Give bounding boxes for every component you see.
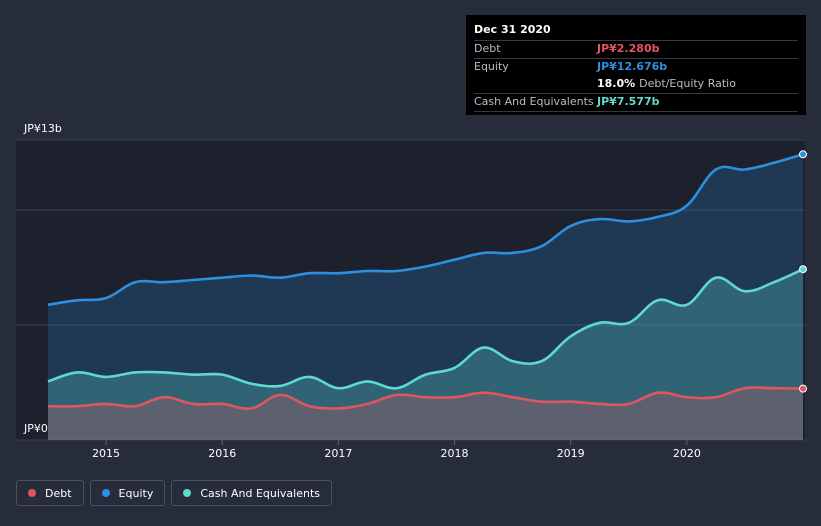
y-axis-max-label: JP¥13b (23, 122, 62, 135)
tooltip-ratio-spacer (474, 76, 597, 93)
x-tick-label-2015: 2015 (92, 447, 120, 460)
tooltip-debt-label: Debt (474, 42, 501, 55)
series-lines (47, 153, 804, 411)
x-axis-ticks: 2015 2016 2017 2018 2019 2020 (92, 440, 701, 460)
tooltip-row-debt: Debt JP¥2.280b (474, 40, 798, 58)
legend-dot-debt-icon (28, 489, 36, 497)
legend-label-equity: Equity (118, 486, 154, 500)
x-tick-label-2020: 2020 (673, 447, 701, 460)
x-tick-label-2017: 2017 (324, 447, 352, 460)
x-tick-label-2016: 2016 (208, 447, 236, 460)
line-cash-and-equivalents (47, 268, 804, 390)
tooltip-cash-label: Cash And Equivalents (474, 95, 594, 108)
marker-equity (799, 150, 807, 159)
legend-label-debt: Debt (45, 486, 72, 500)
legend-item-equity[interactable]: Equity (89, 480, 166, 506)
legend-item-debt[interactable]: Debt (16, 480, 84, 506)
tooltip-row-cash: Cash And Equivalents JP¥7.577b (474, 93, 798, 112)
tooltip-equity-label: Equity (474, 60, 509, 73)
line-equity (47, 153, 804, 307)
legend-dot-equity-icon (101, 489, 110, 497)
area-cash-and-equivalents (48, 269, 803, 440)
tooltip: Dec 31 2020 Debt JP¥2.280b Equity JP¥12.… (466, 15, 806, 115)
tooltip-ratio-value: 18.0% (597, 77, 636, 90)
line-debt (47, 386, 804, 411)
area-equity (48, 154, 803, 441)
y-axis-min-label: JP¥0 (23, 422, 48, 435)
tooltip-equity-value: JP¥12.676b (597, 60, 668, 73)
marker-cash-and-equivalents (799, 265, 807, 274)
tooltip-date: Dec 31 2020 (474, 23, 551, 36)
legend-dot-cash-icon (183, 489, 192, 497)
tooltip-ratio-label: Debt/Equity Ratio (639, 77, 736, 90)
plot-area (16, 140, 805, 440)
tooltip-debt-value: JP¥2.280b (597, 42, 660, 55)
tooltip-cash-value: JP¥7.577b (597, 95, 660, 108)
gridlines (16, 139, 805, 441)
series-end-markers (799, 150, 807, 393)
legend-item-cash[interactable]: Cash And Equivalents (171, 480, 332, 506)
tooltip-row-ratio: 18.0% Debt/Equity Ratio (474, 76, 798, 93)
x-tick-label-2018: 2018 (441, 447, 469, 460)
legend-label-cash: Cash And Equivalents (200, 486, 320, 500)
tooltip-row-equity: Equity JP¥12.676b (474, 58, 798, 76)
legend: Debt Equity Cash And Equivalents (16, 480, 332, 506)
series-areas (48, 154, 803, 441)
marker-debt (799, 384, 807, 393)
area-debt (48, 387, 803, 440)
x-tick-label-2019: 2019 (557, 447, 585, 460)
